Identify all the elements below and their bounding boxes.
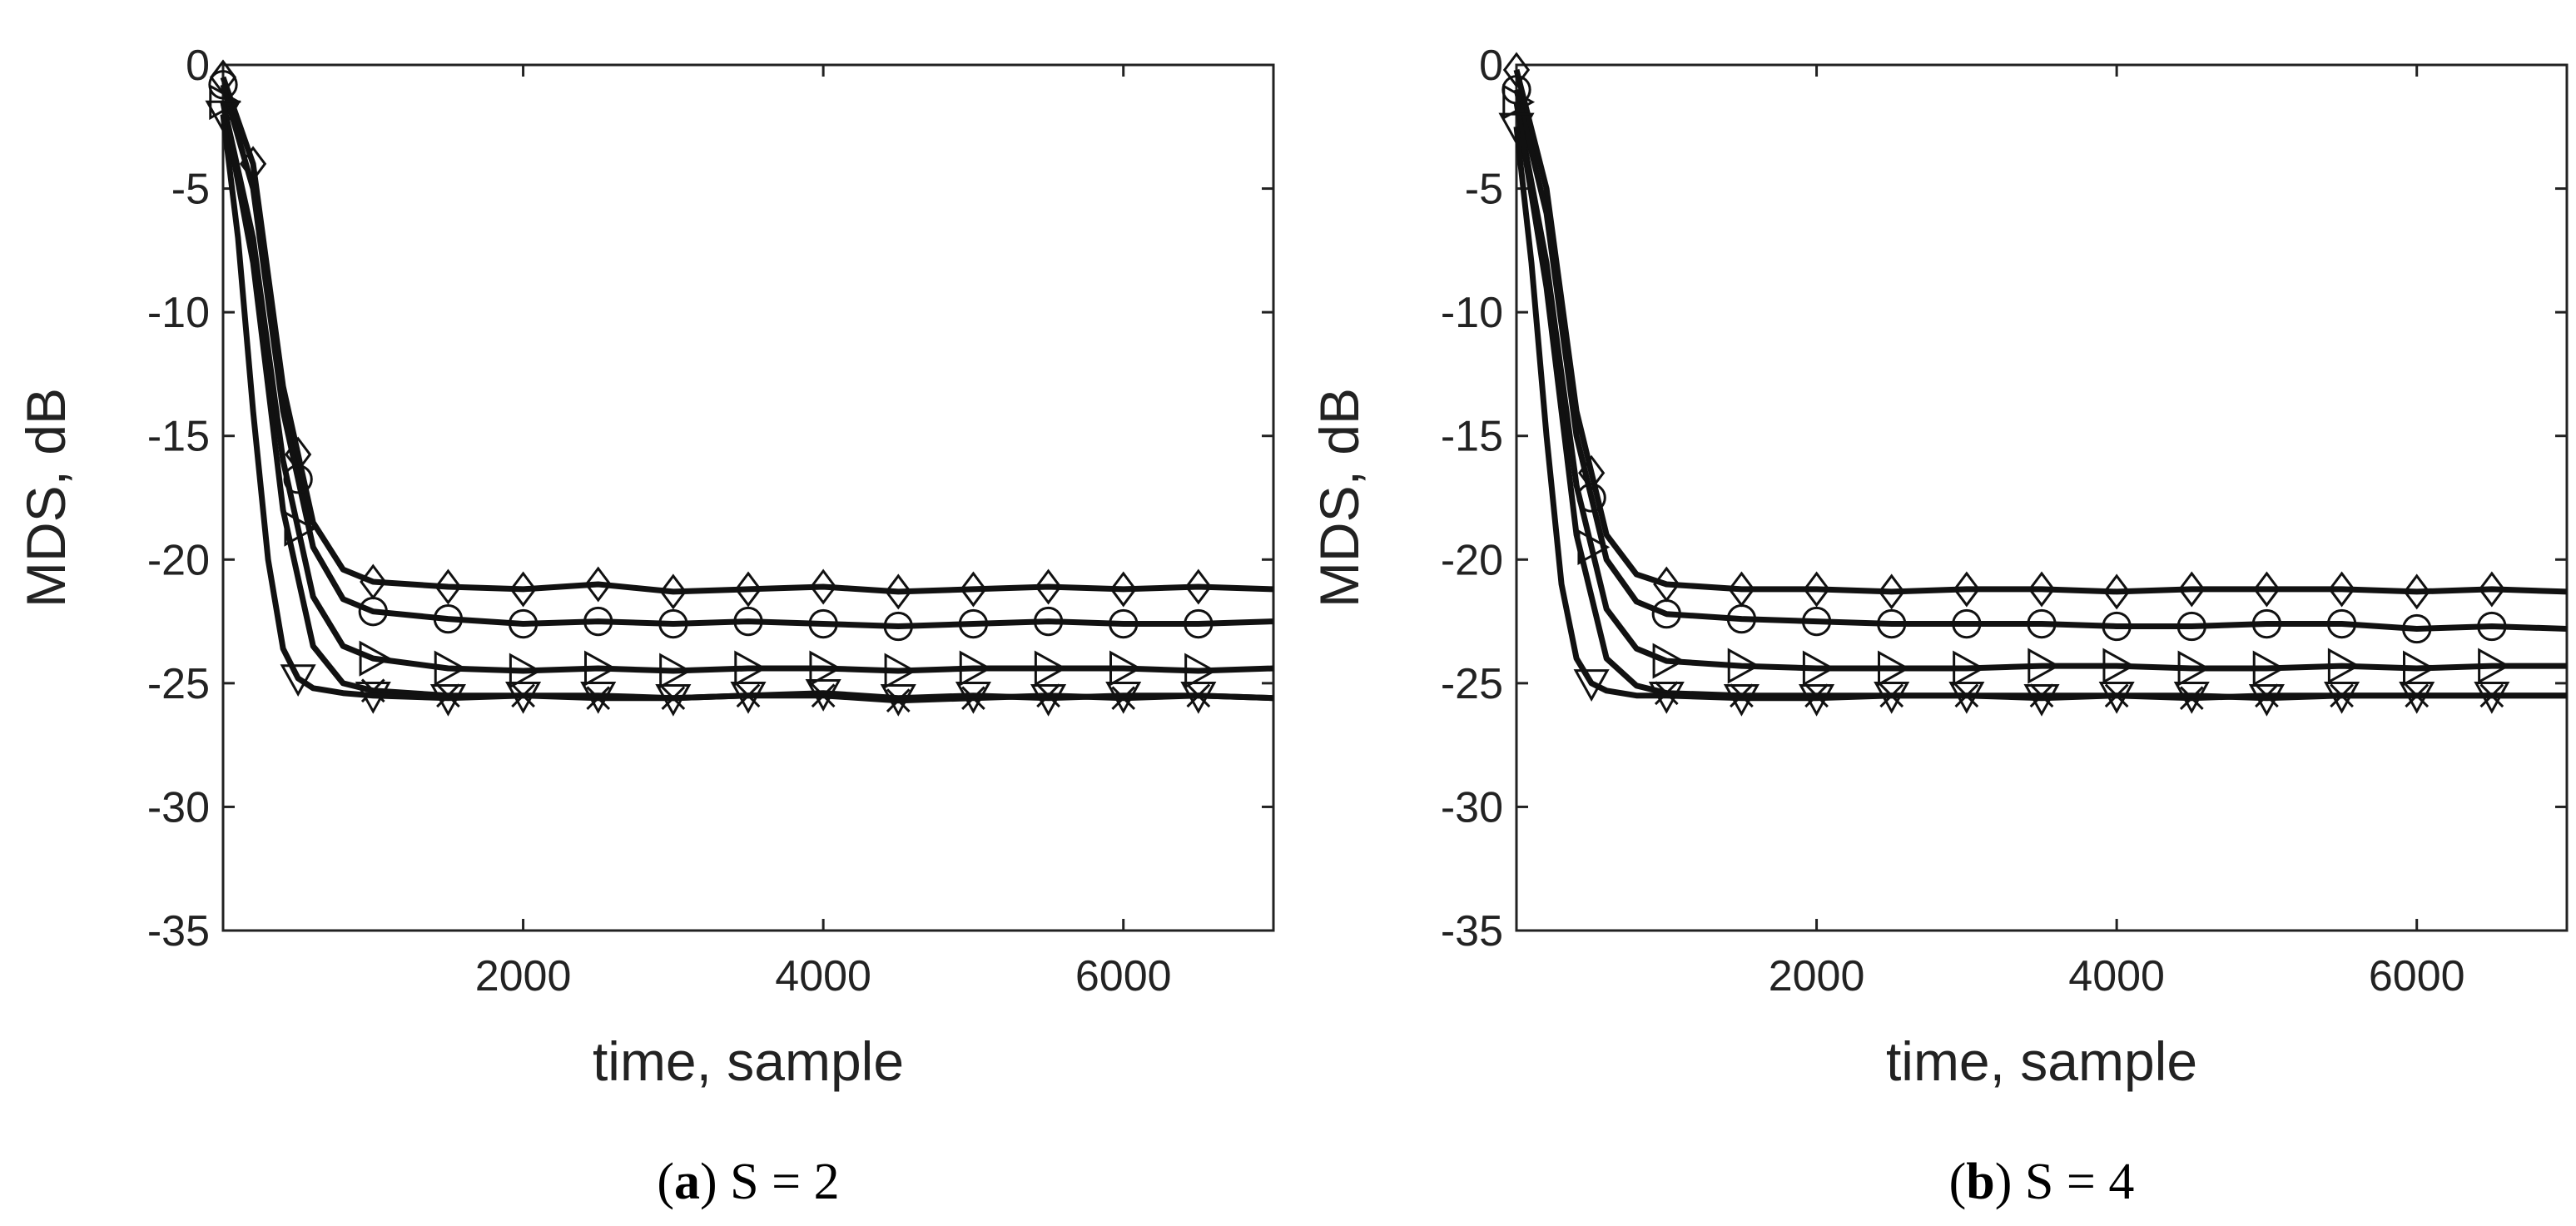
y-tick-label: 0 <box>186 42 210 90</box>
series-line-right-triangle <box>223 102 1273 671</box>
series-line-circle <box>223 85 1273 627</box>
x-axis-label: time, sample <box>593 1030 904 1092</box>
series-layer <box>1501 54 2567 714</box>
plot-area: 0 -5 -10 -15 -20 -25 -30 -35 2000 4000 6000 <box>1441 42 2567 1000</box>
y-tick-label: -10 <box>147 289 210 337</box>
caption-suffix: ) S = 2 <box>700 1154 840 1210</box>
caption-a: (a) S = 2 <box>657 1154 839 1210</box>
caption-letter: b <box>1966 1154 1994 1210</box>
series-layer <box>207 62 1273 714</box>
caption-prefix: ( <box>1949 1154 1967 1210</box>
y-tick-label: -25 <box>147 660 210 708</box>
y-tick-label: -15 <box>147 413 210 461</box>
caption-b: (b) S = 4 <box>1949 1154 2135 1210</box>
caption-letter: a <box>674 1154 700 1210</box>
x-axis-ticks: 2000 4000 6000 <box>1769 65 2465 1000</box>
y-tick-label: -20 <box>147 536 210 584</box>
plot-frame <box>1516 65 2567 931</box>
y-tick-label: -20 <box>1441 536 1503 584</box>
plot-frame <box>223 65 1273 931</box>
series-line-cross <box>1516 102 2567 698</box>
x-tick-label: 6000 <box>1075 952 1172 1000</box>
series-line-diamond <box>223 77 1273 592</box>
caption-prefix: ( <box>657 1154 674 1210</box>
caption-suffix: ) S = 4 <box>1995 1154 2135 1210</box>
x-tick-label: 6000 <box>2369 952 2465 1000</box>
x-tick-label: 4000 <box>775 952 871 1000</box>
y-tick-label: 0 <box>1479 42 1503 90</box>
chart-panel-b: 0 -5 -10 -15 -20 -25 -30 -35 2000 4000 6000 MDS, … <box>1308 42 2567 1210</box>
y-axis-label: MDS, dB <box>15 388 77 608</box>
x-axis-label: time, sample <box>1886 1030 2197 1092</box>
series-line-circle <box>1516 90 2567 629</box>
x-tick-label: 2000 <box>475 952 572 1000</box>
y-tick-label: -30 <box>1441 783 1503 831</box>
y-tick-label: -5 <box>1465 166 1503 214</box>
y-tick-label: -25 <box>1441 660 1503 708</box>
y-tick-label: -15 <box>1441 413 1503 461</box>
y-tick-label: -10 <box>1441 289 1503 337</box>
x-tick-label: 4000 <box>2068 952 2165 1000</box>
y-tick-label: -5 <box>171 166 210 214</box>
x-tick-label: 2000 <box>1769 952 1865 1000</box>
y-tick-label: -35 <box>1441 907 1503 955</box>
y-tick-label: -35 <box>147 907 210 955</box>
chart-panel-a: 0 -5 -10 -15 -20 -25 -30 -35 2000 4000 6000 MDS, … <box>15 42 1273 1210</box>
x-axis-ticks: 2000 4000 6000 <box>475 65 1172 1000</box>
y-axis-ticks: 0 -5 -10 -15 -20 -25 -30 -35 <box>1441 42 2567 955</box>
series-line-diamond <box>1516 70 2567 592</box>
y-axis-ticks: 0 -5 -10 -15 -20 -25 -30 -35 <box>147 42 1273 955</box>
figure: 0 -5 -10 -15 -20 -25 -30 -35 2000 4000 6000 MDS, … <box>0 0 2576 1226</box>
y-tick-label: -30 <box>147 783 210 831</box>
plot-area: 0 -5 -10 -15 -20 -25 -30 -35 2000 4000 6000 <box>147 42 1273 1000</box>
y-axis-label: MDS, dB <box>1308 388 1370 608</box>
